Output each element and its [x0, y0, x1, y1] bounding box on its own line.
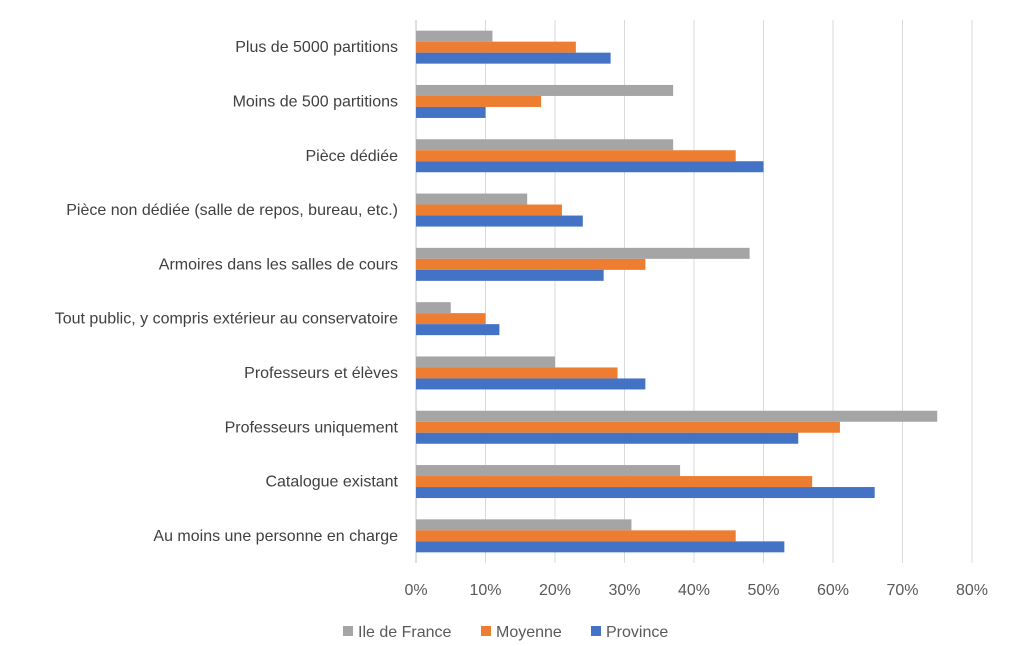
x-tick-label: 20% [539, 582, 571, 599]
bar [416, 215, 583, 227]
bar [416, 193, 528, 205]
bar [416, 476, 813, 488]
bar [416, 378, 646, 390]
value-axis: 0% 10% 20% 30% 40% 50% 60% 70% 80% [404, 582, 988, 599]
x-tick-label: 40% [678, 582, 710, 599]
category-label: Au moins une personne en charge [153, 528, 398, 545]
bar [416, 313, 486, 325]
x-tick-label: 30% [608, 582, 640, 599]
x-tick-label: 60% [817, 582, 849, 599]
bar [416, 258, 646, 270]
category-label: Professeurs et élèves [244, 365, 398, 382]
x-tick-label: 80% [956, 582, 988, 599]
bar [416, 204, 562, 216]
x-tick-label: 50% [747, 582, 779, 599]
bar [416, 84, 674, 96]
bar [416, 519, 632, 531]
bar [416, 410, 938, 422]
bar [416, 530, 736, 542]
legend-swatch [481, 626, 491, 636]
bar [416, 541, 785, 553]
bar [416, 302, 451, 314]
category-label: Pièce dédiée [305, 148, 398, 165]
x-tick-label: 10% [469, 582, 501, 599]
bar [416, 161, 764, 173]
category-label: Plus de 5000 partitions [235, 39, 398, 56]
bar [416, 150, 736, 162]
legend-label: Moyenne [496, 624, 562, 641]
category-label: Catalogue existant [265, 474, 398, 491]
bar [416, 465, 681, 477]
category-label: Professeurs uniquement [225, 419, 399, 436]
bar [416, 41, 576, 53]
bar [416, 52, 611, 64]
bar [416, 356, 555, 368]
category-label: Moins de 500 partitions [233, 93, 398, 110]
category-label: Armoires dans les salles de cours [159, 256, 398, 273]
legend-swatch [591, 626, 601, 636]
category-axis: Plus de 5000 partitions Moins de 500 part… [55, 39, 399, 545]
bar [416, 269, 604, 281]
bar [416, 106, 486, 118]
bar [416, 247, 750, 259]
x-tick-label: 0% [404, 582, 427, 599]
bar [416, 324, 500, 336]
bar [416, 487, 875, 499]
bar [416, 30, 493, 42]
category-label: Tout public, y compris extérieur au cons… [55, 311, 398, 328]
bar [416, 421, 840, 433]
legend-label: Province [606, 624, 668, 641]
legend-swatch [343, 626, 353, 636]
bar [416, 95, 542, 107]
bars [416, 30, 938, 553]
bar [416, 432, 799, 444]
bar [416, 139, 674, 151]
legend-label: Ile de France [358, 624, 451, 641]
bar [416, 367, 618, 379]
category-label: Pièce non dédiée (salle de repos, bureau… [66, 202, 398, 219]
x-tick-label: 70% [886, 582, 918, 599]
legend: Ile de France Moyenne Province [343, 624, 668, 641]
